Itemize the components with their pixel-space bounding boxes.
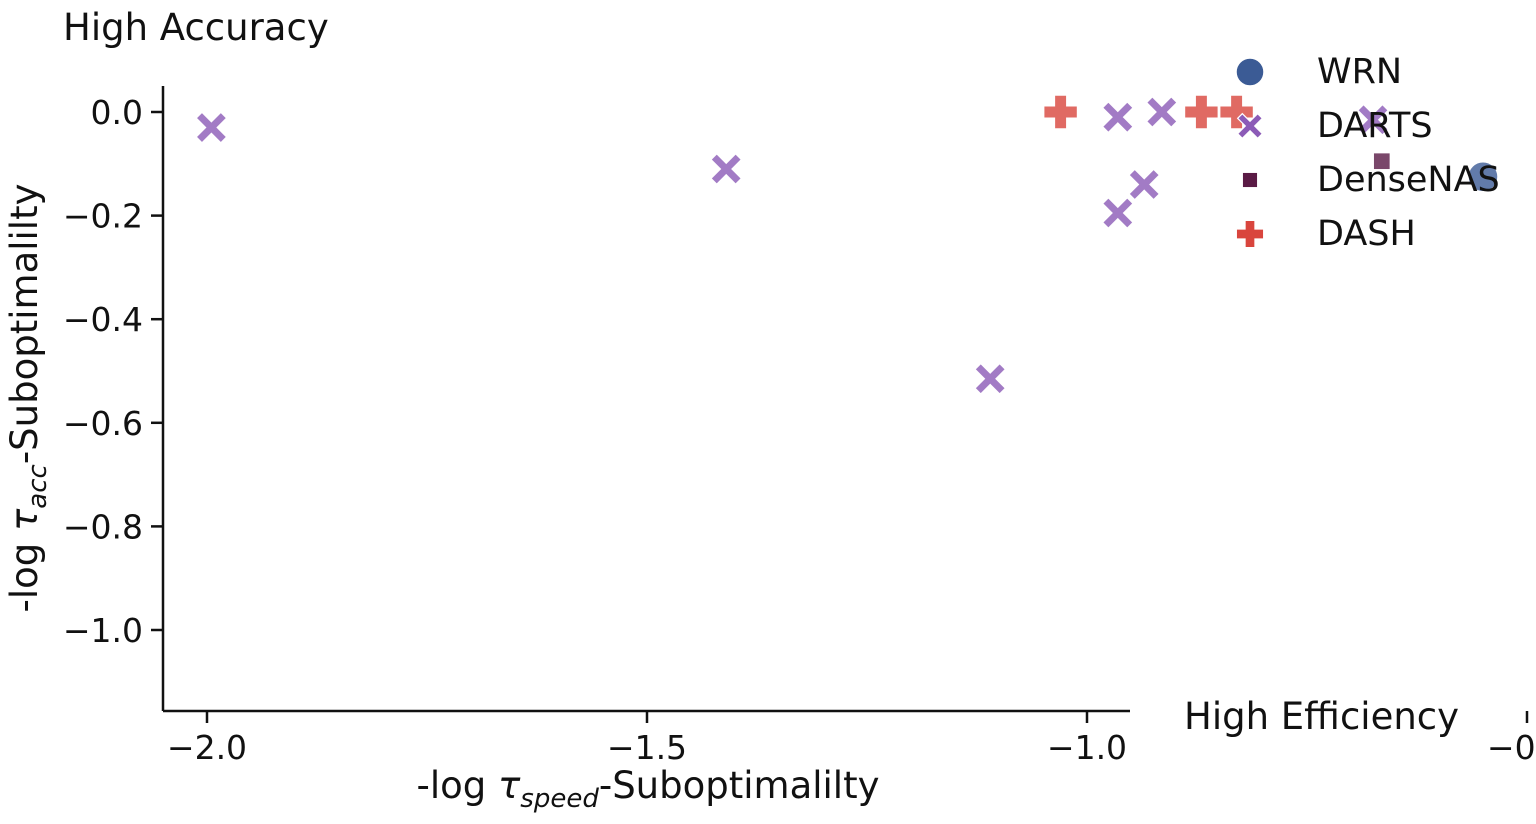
circle-marker-point <box>1467 161 1499 193</box>
series-dash <box>1043 94 1254 130</box>
y-tick-label: −0.6 <box>63 404 143 443</box>
x-marker-point <box>1145 95 1178 129</box>
x-marker-point <box>974 362 1007 395</box>
square-marker-legend <box>1241 171 1259 189</box>
y-axis-title: -log τacc-Suboptimalilty <box>3 184 53 613</box>
data-points <box>195 94 1499 395</box>
x-marker-point <box>195 111 228 144</box>
legend-label-densenas: DenseNAS <box>1317 160 1500 200</box>
y-axis-title-prefix: -log <box>3 530 46 613</box>
y-tick-label: 0.0 <box>91 93 143 132</box>
series-darts <box>195 95 1390 395</box>
y-tick-label: −0.4 <box>63 300 143 339</box>
y-tick-label: −0.8 <box>63 507 143 546</box>
x-marker-point <box>1101 196 1134 230</box>
y-axis-title-symbol: τ <box>3 508 46 531</box>
x-marker-point <box>1356 103 1390 136</box>
legend-label-dash: DASH <box>1317 214 1416 254</box>
plus-marker-point <box>1184 94 1219 130</box>
x-axis-title-suffix: -Suboptimalilty <box>598 764 880 807</box>
high-accuracy-label: High Accuracy <box>63 6 329 49</box>
legend-label-wrn: WRN <box>1317 52 1403 92</box>
legend-label-darts: DARTS <box>1317 106 1433 146</box>
y-axis-title-subscript: acc <box>23 464 53 509</box>
x-tick-label: −2.0 <box>167 728 247 767</box>
high-efficiency-label: High Efficiency <box>1184 695 1460 738</box>
axes: −2.0−1.5−1.0−0.50.00.0−0.2−0.4−0.6−0.8−1… <box>63 86 1536 767</box>
x-axis-title: -log τspeed-Suboptimalilty <box>0 764 1296 814</box>
series-wrn <box>1467 161 1499 193</box>
x-axis-title-subscript: speed <box>520 784 599 814</box>
circle-marker-legend <box>1235 57 1265 87</box>
y-tick-label: −1.0 <box>63 611 143 650</box>
square-marker-icon <box>1241 171 1259 189</box>
x-axis-title-prefix: -log <box>416 764 499 807</box>
x-marker-point <box>710 152 743 186</box>
x-marker-legend <box>1236 112 1264 140</box>
plus-marker-legend <box>1235 219 1265 249</box>
series-densenas <box>1372 151 1392 171</box>
x-tick-label: −1.0 <box>1047 728 1127 767</box>
plus-marker-point <box>1043 94 1078 130</box>
y-axis-title-suffix: -Suboptimalilty <box>3 183 46 465</box>
square-marker-point <box>1372 151 1392 171</box>
x-tick-label: −0.5 <box>1487 728 1536 767</box>
circle-marker-icon <box>1235 57 1265 87</box>
x-marker-point <box>1101 101 1134 134</box>
x-tick-label: −1.5 <box>607 728 687 767</box>
x-axis-title-symbol: τ <box>498 764 521 807</box>
y-tick-label: −0.2 <box>63 197 143 236</box>
plus-marker-icon <box>1235 219 1265 249</box>
x-marker-point <box>1128 168 1161 201</box>
x-marker-icon <box>1236 112 1264 140</box>
